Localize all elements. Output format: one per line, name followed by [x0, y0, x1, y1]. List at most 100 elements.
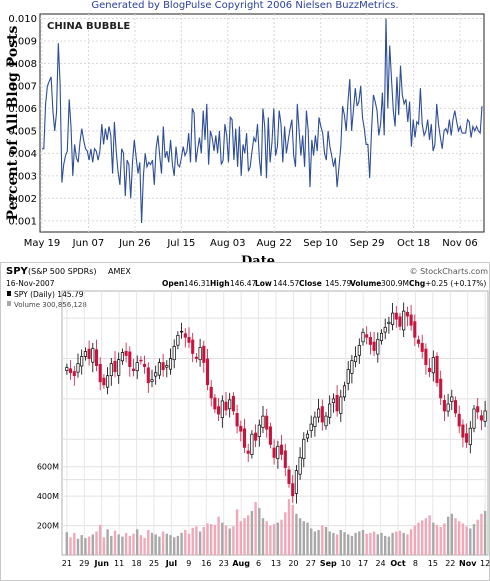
x-tick-label: 18 — [131, 559, 141, 568]
x-tick-label: Aug 22 — [257, 238, 292, 249]
open-value: 146.31 — [184, 279, 210, 288]
x-tick-label: Jun — [94, 559, 110, 568]
volume-bar — [398, 530, 402, 555]
candle-body — [350, 360, 354, 374]
volume-bar — [446, 516, 450, 555]
volume-bar — [113, 530, 117, 555]
candle-body — [483, 410, 487, 422]
candle-body — [391, 312, 395, 325]
candle-body — [402, 310, 406, 331]
volume-bar — [321, 525, 324, 555]
x-axis-label: Date — [241, 254, 275, 262]
x-tick-label: 21 — [62, 559, 72, 568]
candle-body — [346, 369, 350, 384]
chg-value: +0.25 (+0.17%) — [425, 279, 486, 288]
volume-bar — [128, 535, 131, 555]
volume-tick-label: 600M — [37, 463, 59, 472]
volume-bar — [213, 524, 217, 555]
x-tick-label: Nov — [459, 559, 477, 568]
x-tick-label: 12 — [480, 559, 490, 568]
candle-body — [176, 334, 180, 346]
candle-body — [83, 351, 87, 357]
volume-bar — [95, 531, 98, 555]
volume-bar — [343, 532, 346, 555]
candle-body — [283, 450, 287, 468]
volume-bar — [91, 534, 94, 555]
volume-bar — [328, 531, 331, 555]
candle-body — [76, 363, 80, 373]
volume-bar — [232, 526, 235, 555]
volume-bar — [250, 510, 254, 555]
volume-bar — [272, 524, 276, 555]
volume-bar — [132, 533, 135, 555]
y-tick-label: 0.010 — [8, 14, 37, 25]
candle-body — [287, 469, 291, 484]
volume-bar — [80, 535, 83, 555]
volume-bar — [217, 516, 220, 555]
volume-bar — [73, 532, 76, 555]
candle-body — [354, 356, 358, 363]
volume-bar — [187, 533, 191, 555]
candle-body — [261, 415, 265, 428]
x-tick-label: Sep 29 — [350, 238, 385, 249]
volume-legend: Volume 300,856,128 — [14, 301, 87, 309]
volume-bar — [265, 521, 268, 555]
top-x-ticks: May 19 Jun 07 Jun 26 Jul 15 Aug 03 Aug 22 Sep … — [24, 238, 478, 249]
candle-body — [335, 394, 339, 412]
blog-posts-line-chart: 0.001 0.002 0.003 0.004 0.005 0.006 0.007 0.008… — [5, 13, 485, 262]
candle-body — [465, 433, 469, 443]
candle-body — [339, 396, 343, 414]
volume-bar — [117, 534, 120, 555]
candle-body — [420, 343, 424, 352]
x-tick-label: 11 — [114, 559, 124, 568]
candle-body — [172, 346, 176, 361]
volume-bar — [476, 519, 479, 555]
volume-bar — [365, 533, 368, 555]
volume-bar — [450, 513, 453, 555]
volume-bar — [372, 531, 376, 555]
y-tick-label: 0.009 — [8, 36, 37, 47]
candle-body — [154, 372, 158, 377]
x-tick-label: 10 — [341, 559, 351, 568]
volume-value: 300.9M — [381, 279, 409, 288]
x-tick-label: 16 — [201, 559, 211, 568]
volume-bar — [206, 523, 209, 555]
candle-body — [198, 347, 202, 361]
candle-body — [254, 432, 258, 441]
candle-body — [468, 427, 472, 446]
watermark: © StockCharts.com — [410, 267, 489, 276]
candle-body — [268, 426, 272, 445]
candle-body — [228, 399, 232, 410]
volume-tick-label: 200M — [37, 522, 59, 531]
volume-bar — [284, 512, 287, 555]
candle-body — [235, 413, 239, 427]
volume-bar — [391, 532, 394, 555]
candle-body — [472, 408, 476, 429]
candle-body — [220, 400, 224, 419]
x-tick-label: 29 — [79, 559, 89, 568]
volume-bar — [432, 522, 435, 555]
candle-body — [239, 425, 243, 432]
y-tick-label: 0.004 — [8, 149, 37, 160]
price-legend-icon — [7, 291, 11, 296]
volume-bar — [376, 534, 379, 555]
x-tick-label: Aug 03 — [210, 238, 245, 249]
candle-body — [257, 424, 261, 437]
candle-body — [168, 358, 173, 370]
volume-bar — [313, 531, 317, 555]
volume-bar — [417, 522, 420, 555]
y-axis-label: Percent of All Blog Posts — [5, 25, 21, 220]
volume-bar — [310, 528, 313, 555]
volume-bar — [269, 525, 272, 555]
volume-bar — [154, 534, 157, 555]
candle-body — [87, 348, 91, 359]
volume-bar — [210, 524, 213, 555]
x-tick-label: Sep 10 — [303, 238, 338, 249]
volume-bar — [180, 532, 183, 555]
volume-bar — [184, 530, 187, 555]
open-label: Open — [162, 279, 184, 288]
y-tick-label: 0.007 — [8, 81, 37, 92]
candle-body — [231, 395, 235, 412]
volume-bar — [143, 538, 146, 555]
candle-body — [424, 348, 428, 365]
